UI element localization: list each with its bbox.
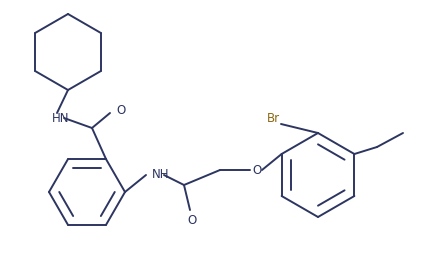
- Text: O: O: [116, 104, 125, 117]
- Text: HN: HN: [52, 112, 70, 124]
- Text: Br: Br: [267, 112, 280, 124]
- Text: O: O: [252, 163, 262, 176]
- Text: NH: NH: [152, 168, 170, 182]
- Text: O: O: [187, 214, 197, 226]
